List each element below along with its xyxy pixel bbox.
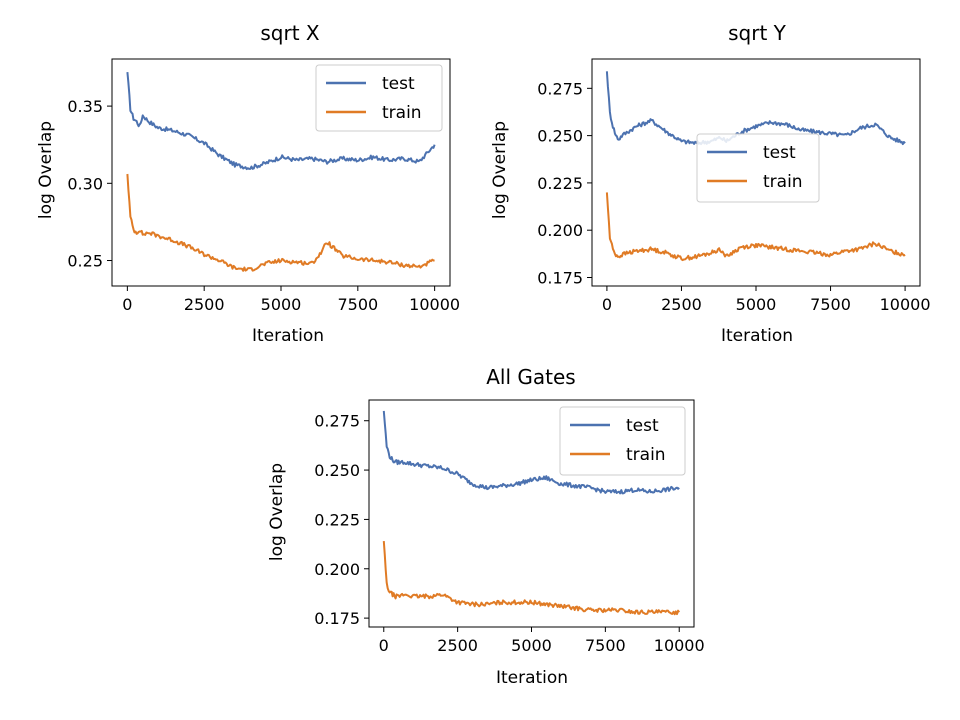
x-axis-label: Iteration (721, 326, 793, 346)
x-tick-label: 2500 (184, 295, 225, 314)
series-line-train (382, 541, 681, 616)
series-line-test (605, 71, 906, 146)
legend-label-test: test (382, 74, 415, 94)
x-axis-label: Iteration (252, 326, 324, 346)
y-tick-label: 0.275 (314, 412, 360, 431)
plot-area: 0 2500 5000 7500 10000 0.25 0.30 0.35 (67, 58, 460, 314)
series-line-train (605, 192, 906, 262)
plot-area: 0 2500 5000 7500 10000 0.175 0.200 0.225 0.250 0.… (314, 399, 705, 655)
chart-sqrt-y: sqrt Y Iteration log Overlap 0 2500 5000 75… (490, 21, 931, 346)
y-tick-label: 0.250 (537, 127, 583, 146)
series-line-test (382, 410, 680, 495)
x-tick-label: 10000 (654, 636, 705, 655)
chart-title: sqrt Y (728, 21, 787, 45)
y-tick-label: 0.200 (537, 221, 583, 240)
series-line-test (126, 72, 436, 171)
x-tick-label: 7500 (810, 295, 851, 314)
legend: test train (315, 64, 443, 132)
y-tick-label: 0.275 (537, 79, 583, 98)
y-tick-label: 0.30 (67, 174, 103, 193)
y-tick-label: 0.225 (537, 174, 583, 193)
legend: test train (559, 406, 686, 476)
chart-all-gates: All Gates Iteration log Overlap 0 2500 500… (267, 365, 705, 688)
y-axis-label: log Overlap (490, 121, 510, 219)
x-tick-label: 5000 (511, 636, 552, 655)
legend-label-test: test (763, 143, 796, 163)
legend-label-train: train (626, 445, 666, 465)
x-tick-label: 5000 (261, 295, 302, 314)
legend-label-train: train (382, 103, 422, 123)
x-tick-label: 5000 (736, 295, 777, 314)
series-line-train (126, 173, 435, 272)
x-axis-label: Iteration (496, 668, 568, 688)
x-tick-label: 0 (122, 295, 132, 314)
chart-sqrt-x: sqrt X Iteration log Overlap 0 2500 5000 75… (36, 21, 460, 346)
x-tick-label: 2500 (437, 636, 478, 655)
y-tick-label: 0.225 (314, 510, 360, 529)
y-axis-label: log Overlap (267, 463, 287, 561)
plot-area: 0 2500 5000 7500 10000 0.175 0.200 0.225 0.250 0.… (537, 58, 931, 314)
legend-label-test: test (626, 416, 659, 436)
x-tick-label: 7500 (585, 636, 626, 655)
y-tick-label: 0.175 (537, 268, 583, 287)
y-tick-label: 0.35 (67, 97, 103, 116)
x-tick-label: 7500 (337, 295, 378, 314)
legend-label-train: train (763, 172, 803, 192)
legend: test train (696, 133, 820, 203)
legend-box (559, 406, 686, 476)
x-tick-label: 2500 (661, 295, 702, 314)
x-tick-label: 0 (379, 636, 389, 655)
x-tick-label: 10000 (409, 295, 460, 314)
y-tick-label: 0.200 (314, 560, 360, 579)
legend-box (315, 64, 443, 132)
y-tick-label: 0.250 (314, 461, 360, 480)
y-axis-label: log Overlap (36, 121, 56, 219)
y-tick-label: 0.175 (314, 609, 360, 628)
chart-title: sqrt X (260, 21, 320, 45)
x-tick-label: 10000 (880, 295, 931, 314)
x-tick-label: 0 (602, 295, 612, 314)
chart-title: All Gates (486, 365, 575, 389)
y-tick-label: 0.25 (67, 252, 103, 271)
